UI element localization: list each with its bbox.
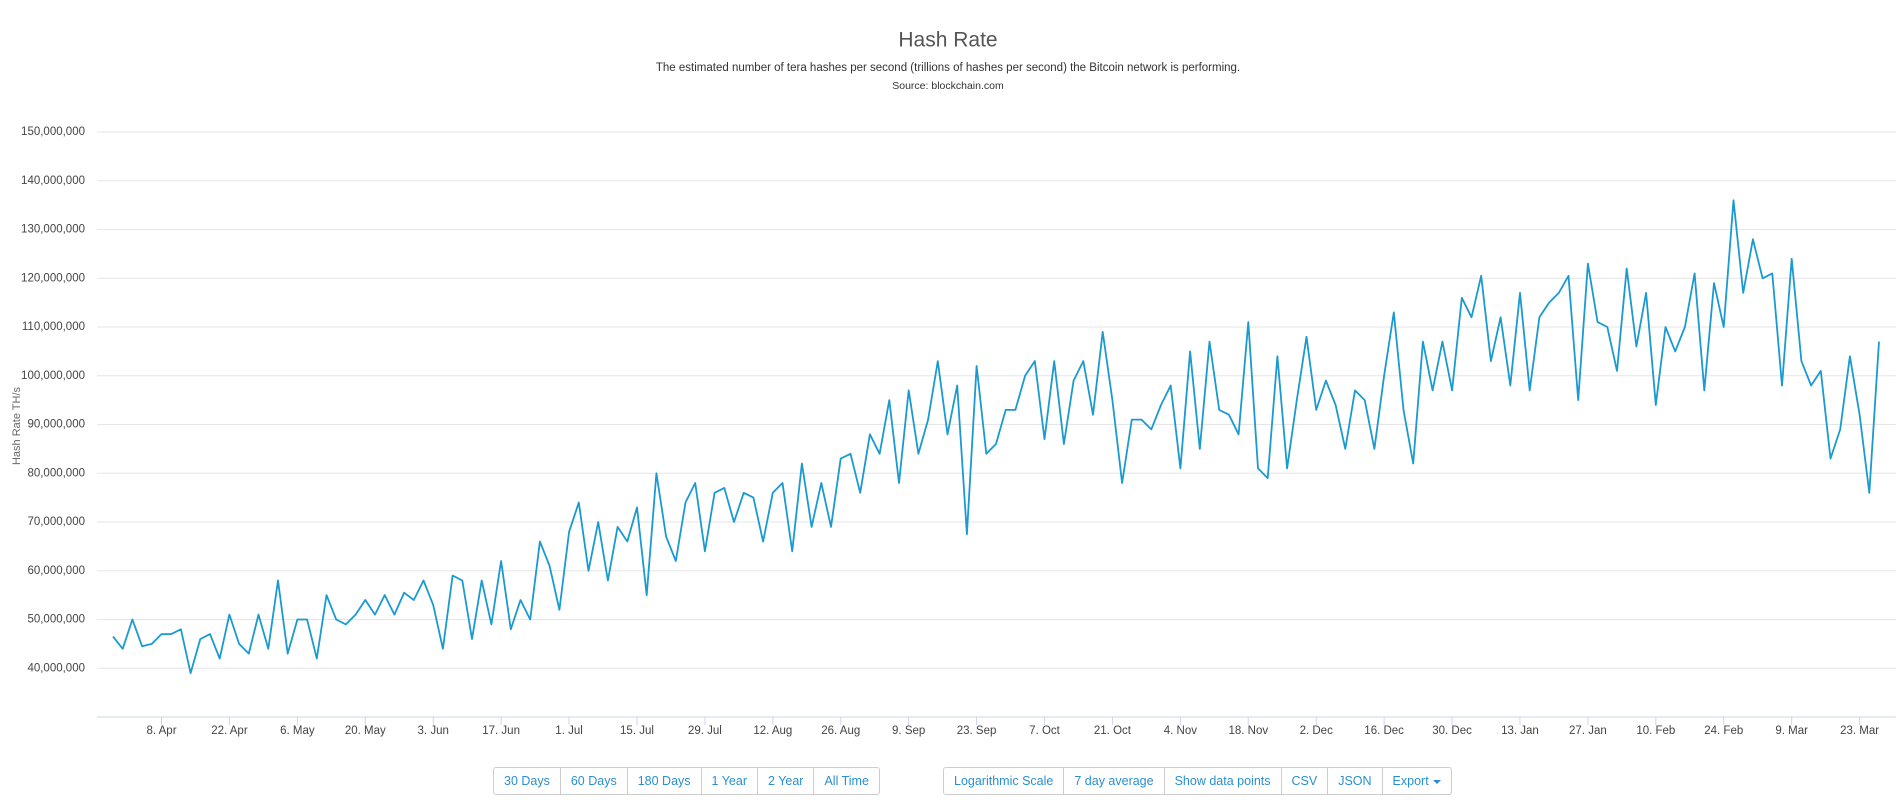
chart-title: Hash Rate xyxy=(898,29,997,52)
button-label: CSV xyxy=(1291,774,1318,788)
button-label: 7 day average xyxy=(1074,774,1154,788)
button[interactable]: Logarithmic Scale xyxy=(943,767,1065,795)
button-label: 180 Days xyxy=(637,774,691,788)
x-tick-label: 27. Jan xyxy=(1569,725,1607,737)
x-tick-label: 10. Feb xyxy=(1636,725,1675,737)
button-label: Export xyxy=(1392,774,1429,788)
x-tick-label: 15. Jul xyxy=(620,725,654,737)
x-tick-label: 22. Apr xyxy=(211,725,248,737)
y-tick-label: 50,000,000 xyxy=(27,614,85,626)
x-tick-label: 23. Mar xyxy=(1840,725,1879,737)
y-tick-label: 110,000,000 xyxy=(22,321,85,333)
button-label: 1 Year xyxy=(711,774,747,788)
y-tick-label: 40,000,000 xyxy=(27,662,85,674)
y-tick-label: 130,000,000 xyxy=(21,224,85,236)
caret xyxy=(1432,779,1441,784)
x-tick-label: 12. Aug xyxy=(753,725,792,737)
button[interactable]: Export xyxy=(1381,767,1452,795)
chart-source: Source: blockchain.com xyxy=(892,80,1004,92)
range-buttons: 30 Days 60 Days 180 Days 1 Year 2 Year All Ti… xyxy=(493,767,880,795)
button-label: Show data points xyxy=(1174,774,1271,788)
x-tick-label: 20. May xyxy=(345,725,386,737)
x-tick-label: 2. Dec xyxy=(1300,725,1333,737)
option-buttons: Logarithmic Scale 7 day average Show data … xyxy=(943,767,1452,795)
x-tick-label: 1. Jul xyxy=(555,725,583,737)
button[interactable]: 30 Days xyxy=(493,767,561,795)
button[interactable]: 2 Year xyxy=(757,767,815,795)
y-tick-label: 150,000,000 xyxy=(21,126,85,138)
button[interactable]: 60 Days xyxy=(559,767,628,795)
x-tick-label: 4. Nov xyxy=(1164,725,1197,737)
x-tick-label: 24. Feb xyxy=(1704,725,1743,737)
x-tick-label: 3. Jun xyxy=(418,725,449,737)
data-line xyxy=(112,199,1880,674)
button[interactable]: Show data points xyxy=(1163,767,1282,795)
x-tick-label: 6. May xyxy=(280,725,315,737)
x-tick-label: 16. Dec xyxy=(1364,725,1404,737)
button-label: 2 Year xyxy=(768,774,804,788)
button-label: 60 Days xyxy=(570,774,617,788)
x-tick-label: 29. Jul xyxy=(688,725,722,737)
button[interactable]: 7 day average xyxy=(1063,767,1165,795)
x-tick-label: 23. Sep xyxy=(957,725,997,737)
button[interactable]: JSON xyxy=(1327,767,1383,795)
y-tick-label: 80,000,000 xyxy=(27,467,85,479)
button-label: JSON xyxy=(1338,774,1372,788)
y-tick-label: 100,000,000 xyxy=(21,370,85,382)
button-label: 30 Days xyxy=(504,774,550,788)
chart-subtitle: The estimated number of tera hashes per … xyxy=(656,62,1240,74)
x-tick-label: 30. Dec xyxy=(1432,725,1472,737)
button[interactable]: 180 Days xyxy=(626,767,702,795)
button[interactable]: All Time xyxy=(813,767,880,795)
y-tick-label: 70,000,000 xyxy=(27,516,85,528)
y-axis-label: Hash Rate TH/s xyxy=(11,386,23,465)
button[interactable]: CSV xyxy=(1280,767,1329,795)
button[interactable]: 1 Year xyxy=(700,767,758,795)
x-tick-label: 21. Oct xyxy=(1094,725,1132,737)
x-tick-label: 8. Apr xyxy=(146,725,176,737)
x-tick-label: 13. Jan xyxy=(1501,725,1539,737)
x-tick-label: 9. Sep xyxy=(892,725,925,737)
y-tick-label: 140,000,000 xyxy=(21,175,85,187)
x-tick-label: 17. Jun xyxy=(482,725,520,737)
y-tick-label: 120,000,000 xyxy=(21,272,85,284)
x-tick-label: 9. Mar xyxy=(1775,725,1808,737)
button-label: All Time xyxy=(824,774,869,788)
y-tick-label: 90,000,000 xyxy=(27,419,85,431)
button-label: Logarithmic Scale xyxy=(954,774,1054,788)
x-tick-label: 18. Nov xyxy=(1228,725,1268,737)
chart: Hash Rate The estimated number of tera h… xyxy=(11,29,1896,737)
y-tick-label: 60,000,000 xyxy=(27,565,85,577)
x-tick-label: 26. Aug xyxy=(821,725,860,737)
x-tick-label: 7. Oct xyxy=(1029,725,1060,737)
